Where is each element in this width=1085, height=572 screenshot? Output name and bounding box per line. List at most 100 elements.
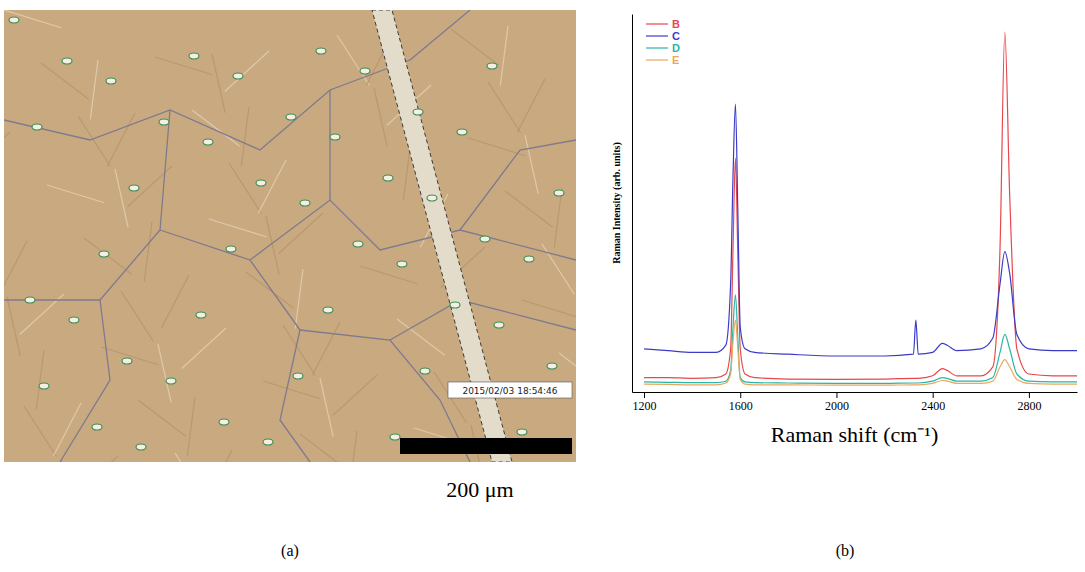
striation (505, 191, 553, 227)
legend-entry: C (646, 30, 680, 42)
surface-feature (427, 195, 437, 201)
legend: BCDE (646, 18, 680, 66)
x-tick: 2800 (1017, 392, 1041, 413)
striation (212, 54, 225, 113)
surface-feature (122, 358, 132, 364)
striation (4, 241, 27, 294)
legend-label: E (672, 54, 679, 66)
spectrum-line (644, 104, 1077, 356)
striation (107, 113, 135, 166)
surface-feature (323, 307, 333, 313)
surface-feature (286, 114, 296, 120)
y-axis-line (632, 15, 633, 393)
x-axis-line (633, 392, 1078, 393)
surface-feature (390, 434, 400, 440)
surface-feature (196, 312, 206, 318)
surface-feature (554, 190, 564, 196)
micrograph-ground (4, 10, 576, 462)
striation (121, 291, 153, 341)
striation (542, 244, 574, 294)
grain-boundary (410, 10, 470, 60)
striation (155, 57, 212, 75)
striation (295, 269, 303, 328)
surface-feature (480, 236, 490, 242)
striation (349, 431, 357, 462)
x-axis: 12001600200024002800 (633, 392, 1078, 413)
surface-feature (39, 383, 49, 389)
surface-feature (517, 429, 527, 435)
striation (138, 400, 186, 436)
y-axis-title: Raman Intensity (arb. units) (611, 142, 623, 264)
legend-entry: E (646, 54, 679, 66)
x-tick: 1200 (633, 392, 657, 413)
striation (175, 453, 207, 462)
grain-boundary (160, 230, 310, 462)
scale-bar-label: 200 μm (446, 477, 513, 502)
striation (4, 132, 10, 173)
x-tick-mark (1029, 392, 1030, 398)
surface-feature (360, 68, 370, 74)
striation (47, 185, 104, 203)
legend-swatch (646, 47, 668, 48)
x-tick-mark (836, 392, 837, 398)
micrograph (4, 10, 576, 462)
striation (204, 450, 232, 462)
striation (263, 381, 320, 399)
surface-feature (330, 134, 340, 140)
surface-feature (383, 175, 393, 181)
striation (115, 169, 128, 228)
surface-feature (547, 363, 557, 369)
timestamp-box (448, 382, 572, 398)
striation (229, 163, 261, 213)
surface-feature (159, 119, 169, 125)
legend-swatch (646, 59, 668, 60)
surface-feature (256, 180, 266, 186)
striation (24, 406, 56, 456)
surface-feature (450, 302, 460, 308)
striation (61, 459, 74, 462)
striation (488, 82, 520, 132)
plot-lines (644, 32, 1077, 385)
grain-boundary (60, 110, 170, 462)
surface-feature (25, 297, 35, 303)
surface-feature (32, 124, 42, 130)
x-tick-label: 2400 (921, 399, 945, 413)
striation (74, 456, 118, 462)
surface-feature (129, 185, 139, 191)
legend-label: B (672, 18, 680, 30)
surface-feature (92, 424, 102, 430)
surface-feature (9, 17, 19, 23)
surface-feature (494, 322, 504, 328)
surface-feature (69, 317, 79, 323)
surface-feature (219, 419, 229, 425)
y-axis (632, 15, 633, 393)
striation (192, 110, 240, 146)
striation (90, 60, 98, 119)
striation (4, 10, 61, 28)
surface-feature (226, 246, 236, 252)
spectrum-line (644, 32, 1077, 379)
timestamp: 2015/02/03 18:54:46 (462, 386, 557, 396)
grain-boundary (329, 90, 330, 200)
legend-entry: D (646, 42, 680, 54)
striation (554, 188, 562, 247)
striation (397, 319, 445, 355)
surface-feature (233, 73, 243, 79)
x-tick-mark (740, 392, 741, 398)
striation (374, 88, 387, 147)
striation (161, 275, 189, 328)
surface-feature (62, 58, 72, 64)
striation (225, 51, 269, 92)
legend-swatch (646, 23, 668, 24)
striation (320, 378, 333, 437)
x-tick: 2400 (921, 392, 945, 413)
striation (312, 322, 340, 375)
x-tick: 1600 (729, 392, 753, 413)
striation (144, 222, 152, 281)
striation (500, 26, 508, 85)
legend-entry: B (646, 18, 680, 30)
striation (451, 29, 499, 65)
striation (525, 135, 538, 194)
surface-feature (136, 444, 146, 450)
striation (258, 160, 286, 213)
